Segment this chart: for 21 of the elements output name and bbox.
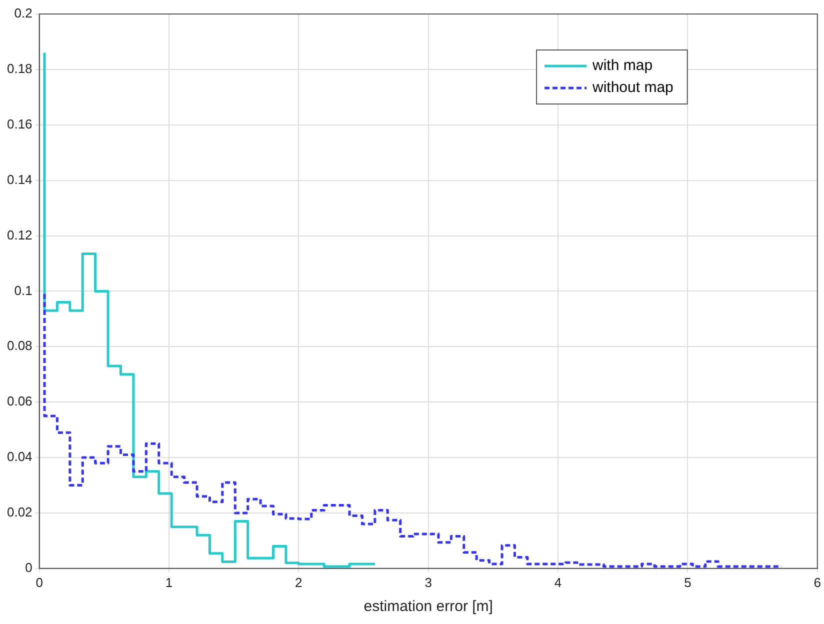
y-tick-label: 0.14 xyxy=(6,172,32,187)
y-tick-label: 0.04 xyxy=(6,449,32,464)
x-tick-label: 2 xyxy=(295,574,302,590)
legend-label: with map xyxy=(592,57,653,74)
y-tick-label: 0.02 xyxy=(6,504,32,520)
x-tick-label: 5 xyxy=(684,574,692,590)
x-axis-title: estimation error [m] xyxy=(364,598,493,616)
x-tick-label: 1 xyxy=(165,574,173,590)
y-tick-label: 0.18 xyxy=(6,61,32,76)
x-tick-label: 6 xyxy=(814,574,821,590)
y-tick-label: 0.06 xyxy=(6,394,32,409)
x-tick-label: 4 xyxy=(554,574,562,590)
y-tick-label: 0 xyxy=(25,560,32,575)
legend-label: without map xyxy=(592,79,674,96)
x-tick-label: 3 xyxy=(424,574,432,590)
y-tick-label: 0.12 xyxy=(6,227,32,242)
x-tick-label: 0 xyxy=(36,574,43,590)
y-tick-label: 0.16 xyxy=(6,116,32,132)
y-tick-label: 0.2 xyxy=(14,6,32,21)
y-tick-label: 0.1 xyxy=(14,282,32,298)
y-tick-label: 0.08 xyxy=(6,338,32,354)
